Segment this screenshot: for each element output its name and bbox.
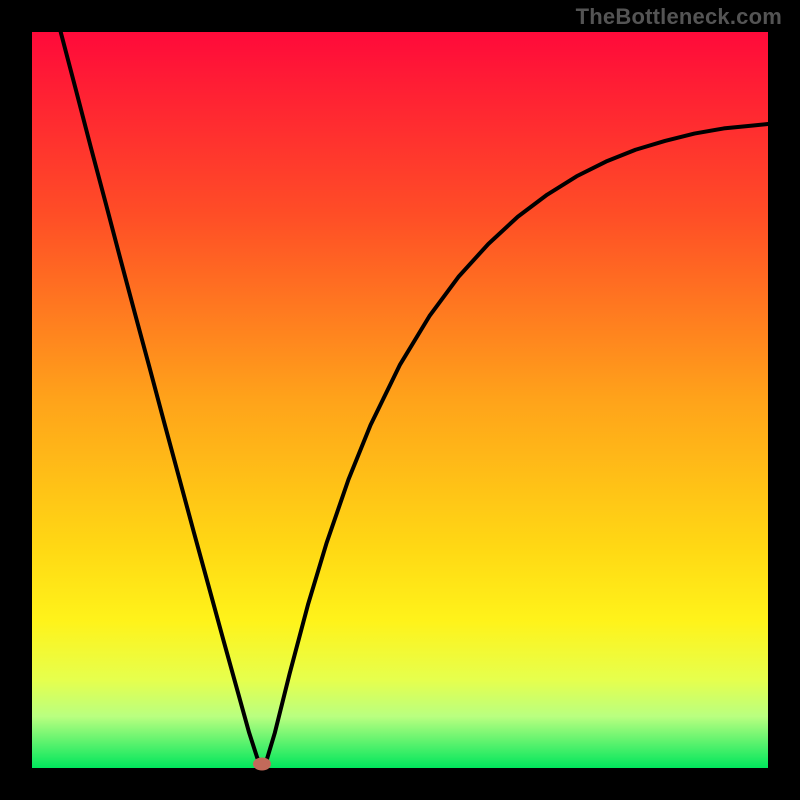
bottleneck-curve — [32, 32, 768, 768]
plot-area — [32, 32, 768, 768]
watermark-text: TheBottleneck.com — [576, 4, 782, 30]
curve-path — [61, 32, 768, 768]
chart-frame: TheBottleneck.com — [0, 0, 800, 800]
optimal-point-marker — [253, 757, 271, 770]
